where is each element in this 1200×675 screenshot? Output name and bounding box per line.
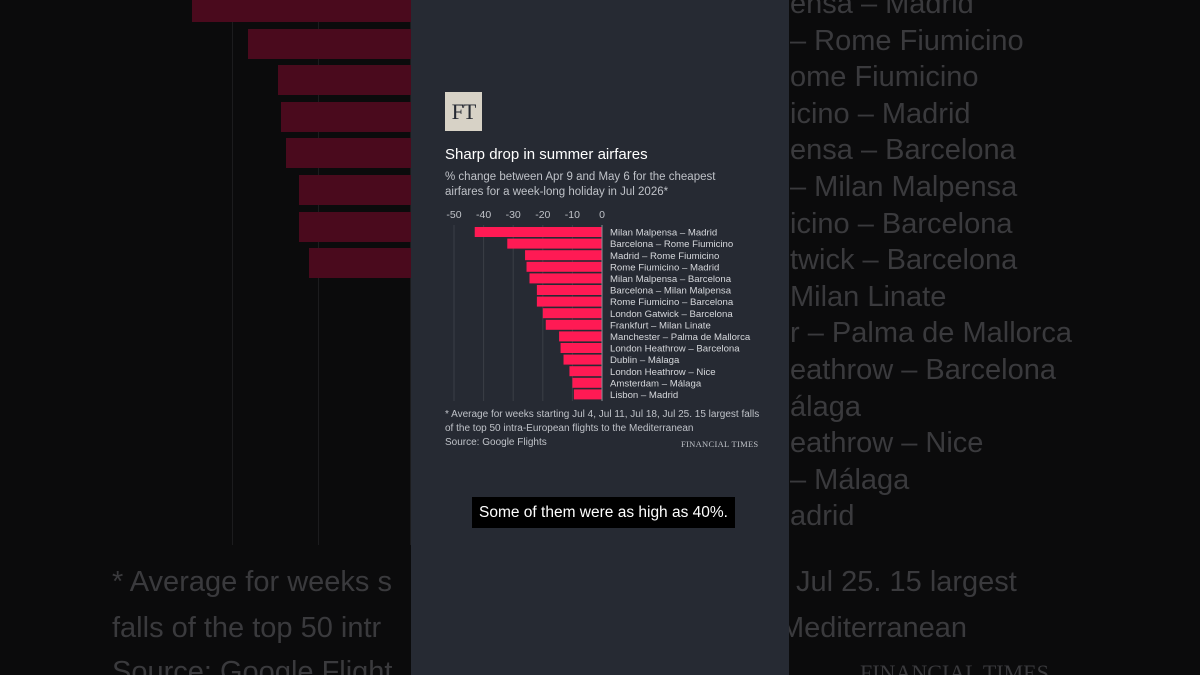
background-route-label: ensa – Barcelona (790, 134, 1016, 167)
background-route-label: – Rome Fiumicino (790, 24, 1024, 57)
category-label: Lisbon – Madrid (610, 390, 678, 401)
bar (569, 366, 602, 377)
chart-title: Sharp drop in summer airfares (445, 146, 648, 163)
bar (529, 273, 602, 284)
background-route-label: icino – Barcelona (790, 207, 1013, 240)
x-tick-label: -10 (565, 209, 580, 221)
bar (526, 261, 602, 272)
x-tick-label: -30 (506, 209, 521, 221)
background-bar (298, 175, 411, 205)
bar (542, 308, 602, 319)
category-label: Barcelona – Rome Fiumicino (610, 239, 733, 250)
bar (536, 285, 602, 295)
category-label: London Heathrow – Barcelona (610, 344, 740, 355)
category-label: Amsterdam – Málaga (610, 378, 702, 389)
category-label: Manchester – Palma de Mallorca (610, 332, 751, 343)
bar (559, 331, 602, 342)
background-bar (286, 138, 411, 169)
x-tick-label: -20 (535, 209, 550, 221)
bar (572, 377, 602, 388)
category-label: London Gatwick – Barcelona (610, 309, 733, 320)
category-label: Milan Malpensa – Barcelona (610, 274, 732, 285)
background-route-label: icino – Madrid (790, 97, 971, 130)
ft-wordmark: FINANCIAL TIMES (681, 439, 759, 449)
chart-panel: FT Sharp drop in summer airfares % chang… (411, 0, 789, 675)
video-caption: Some of them were as high as 40%. (472, 497, 735, 528)
bar (474, 227, 602, 237)
background-source: Source: Google Flight (112, 656, 393, 675)
bar (560, 343, 602, 353)
background-footnote: * Average for weeks s (112, 566, 392, 598)
background-route-label: Milan Linate (790, 280, 947, 313)
background-route-label: twick – Barcelona (790, 244, 1018, 277)
x-tick-label: -40 (476, 209, 491, 221)
category-label: Madrid – Rome Fiumicino (610, 251, 719, 262)
background-bar (191, 0, 411, 22)
bar (573, 389, 602, 400)
background-route-label: eathrow – Barcelona (790, 354, 1056, 386)
bar (563, 354, 602, 365)
category-label: Barcelona – Milan Malpensa (610, 286, 732, 297)
background-footnote: Jul 25. 15 largest (796, 566, 1017, 598)
background-bar (278, 65, 411, 96)
category-label: Frankfurt – Milan Linate (610, 320, 711, 331)
bar (507, 238, 602, 249)
bar (536, 296, 602, 307)
background-route-label: adrid (790, 500, 855, 533)
background-route-label: – Milan Malpensa (790, 171, 1018, 203)
background-gridline (232, 0, 233, 545)
category-label: Rome Fiumicino – Madrid (610, 262, 719, 273)
background-route-label: álaga (790, 390, 861, 423)
x-tick-label: -50 (446, 209, 461, 221)
category-label: Dublin – Málaga (610, 355, 680, 366)
chart-subtitle: % change between Apr 9 and May 6 for the… (445, 171, 716, 198)
background-route-label: ensa – Madrid (790, 0, 974, 20)
background-wordmark: FINANCIAL TIMES (860, 660, 1049, 675)
background-route-label: eathrow – Nice (790, 427, 984, 460)
bar (525, 250, 602, 261)
chart-footnote: * Average for weeks starting Jul 4, Jul … (445, 409, 760, 434)
bar (545, 319, 602, 330)
background-footnote: Mediterranean (780, 612, 967, 644)
category-label: London Heathrow – Nice (610, 367, 716, 378)
background-route-label: ome Fiumicino (790, 61, 979, 94)
background-bar (280, 101, 411, 132)
background-bar (309, 248, 411, 279)
category-label: Milan Malpensa – Madrid (610, 228, 717, 239)
ft-logo: FT (445, 92, 482, 131)
chart-source: Source: Google Flights (445, 437, 547, 448)
background-route-label: – Málaga (790, 463, 910, 496)
category-label: Rome Fiumicino – Barcelona (610, 297, 734, 308)
x-tick-label: 0 (599, 209, 605, 221)
background-footnote: falls of the top 50 intr (112, 612, 382, 644)
background-route-label: r – Palma de Mallorca (790, 317, 1073, 350)
background-bar (247, 28, 411, 59)
background-bar (298, 211, 411, 242)
